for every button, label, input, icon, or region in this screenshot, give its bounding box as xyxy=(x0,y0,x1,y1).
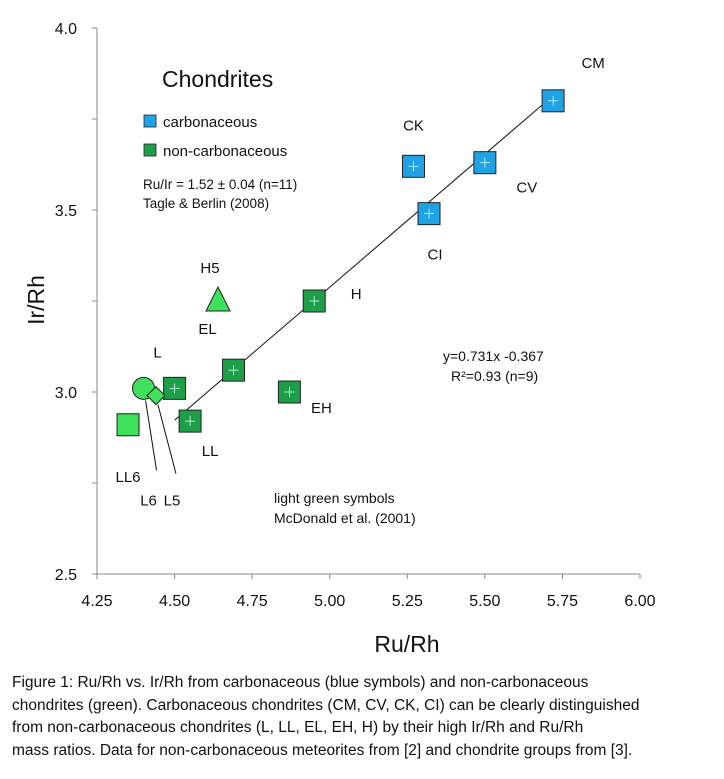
ratio-source-annotation: Tagle & Berlin (2008) xyxy=(143,196,269,211)
legend-label-non-carbonaceous: non-carbonaceous xyxy=(163,143,287,160)
mcdonald-source-annotation: McDonald et al. (2001) xyxy=(274,510,416,526)
legend-swatch-carbonaceous xyxy=(143,114,157,128)
x-tick-label: 4.50 xyxy=(159,593,190,610)
x-tick-label: 6.00 xyxy=(624,593,655,610)
x-tick-label: 4.25 xyxy=(81,593,112,610)
x-tick-label: 4.75 xyxy=(237,593,268,610)
fit-equation: y=0.731x -0.367 xyxy=(443,348,544,364)
caption-line: from non-carbonaceous chondrites (L, LL,… xyxy=(12,719,584,736)
caption-line: chondrites (green). Carbonaceous chondri… xyxy=(12,696,640,714)
legend: carbonaceous non-carbonaceous xyxy=(143,114,287,160)
point-label-l6: L6 xyxy=(140,492,157,509)
point-label-cv: CV xyxy=(516,180,537,197)
point-label-l5: L5 xyxy=(164,493,181,510)
y-tick-label: 2.5 xyxy=(55,567,77,584)
leader-line-l5 xyxy=(157,404,177,474)
y-axis-label: Ir/Rh xyxy=(23,275,49,325)
fit-r2: R²=0.93 (n=9) xyxy=(451,368,538,384)
scatter-chart: 4.25 4.50 4.75 5.00 5.25 5.50 5.75 6.00 2.5 3.0 3.… xyxy=(23,21,656,657)
chart-title: Chondrites xyxy=(162,66,273,92)
point-label-el: EL xyxy=(198,321,216,338)
caption-line: Figure 1: Ru/Rh vs. Ir/Rh from carbonace… xyxy=(12,674,589,691)
point-label-l: L xyxy=(153,344,161,361)
marker-h5 xyxy=(205,285,231,312)
x-tick-label: 5.75 xyxy=(547,593,578,610)
point-label-eh: EH xyxy=(311,400,332,417)
chart-axes: 4.25 4.50 4.75 5.00 5.25 5.50 5.75 6.00 2.5 3.0 3.… xyxy=(55,21,656,610)
figure-caption: Figure 1: Ru/Rh vs. Ir/Rh from carbonace… xyxy=(12,672,717,762)
point-label-ll6: LL6 xyxy=(116,469,141,486)
legend-swatch-non-carbonaceous xyxy=(143,143,157,157)
data-markers xyxy=(116,89,565,437)
legend-label-carbonaceous: carbonaceous xyxy=(163,114,257,131)
y-tick-label: 3.0 xyxy=(55,385,77,402)
x-tick-label: 5.50 xyxy=(469,593,500,610)
point-label-h: H xyxy=(351,286,362,303)
marker-ll6 xyxy=(116,413,140,437)
x-tick-label: 5.00 xyxy=(314,593,345,610)
y-tick-label: 4.0 xyxy=(55,21,77,38)
caption-line: mass ratios. Data for non-carbonaceous m… xyxy=(12,741,633,759)
ratio-annotation: Ru/Ir = 1.52 ± 0.04 (n=11) xyxy=(143,177,297,192)
y-tick-label: 3.5 xyxy=(55,203,77,220)
point-label-h5: H5 xyxy=(200,260,219,277)
x-axis-label: Ru/Rh xyxy=(374,631,439,657)
point-label-ll: LL xyxy=(202,443,219,460)
point-label-cm: CM xyxy=(581,55,604,72)
x-tick-label: 5.25 xyxy=(392,593,423,610)
mcdonald-annotation: light green symbols xyxy=(274,490,395,506)
leader-line-l6 xyxy=(145,400,158,471)
point-label-ci: CI xyxy=(428,247,443,264)
point-label-ck: CK xyxy=(403,117,424,134)
marker-l5 xyxy=(146,385,166,406)
